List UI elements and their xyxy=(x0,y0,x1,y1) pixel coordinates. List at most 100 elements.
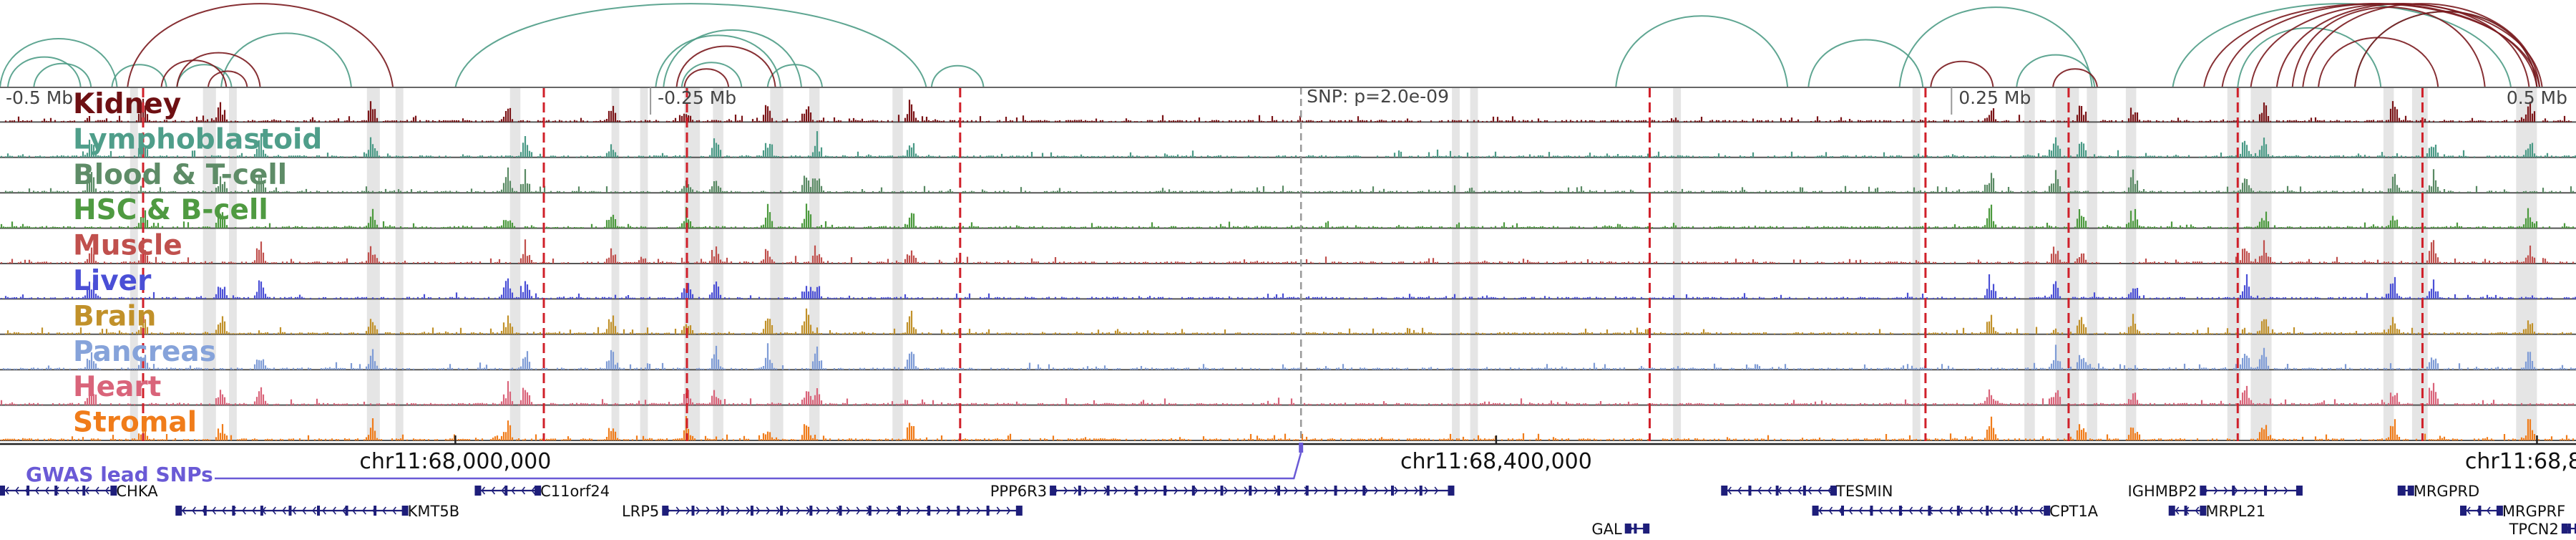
gene-exon xyxy=(691,506,695,516)
green-loop-arc-1 xyxy=(6,56,82,88)
gene-mrpl21: MRPL21 xyxy=(2168,503,2265,520)
green-loop-arc-17 xyxy=(2237,27,2382,88)
green-loop-arc-5 xyxy=(220,32,352,88)
gene-label: LRP5 xyxy=(622,503,659,520)
gene-exon xyxy=(1841,506,1844,516)
gene-exon xyxy=(1775,486,1779,496)
gene-label: TESMIN xyxy=(1835,483,1893,500)
distance-label: -0.25 Mb xyxy=(658,87,736,108)
gene-exon xyxy=(1390,486,1394,496)
gene-exon xyxy=(1870,506,1873,516)
track-blood-t-cell xyxy=(0,167,2576,194)
red-loop-arc-0 xyxy=(127,3,394,88)
gene-exon xyxy=(1802,486,1806,496)
gene-exon xyxy=(1163,486,1167,496)
track-hsc-b-cell xyxy=(0,203,2576,229)
gene-exon xyxy=(82,486,86,496)
gene-exon xyxy=(957,506,960,516)
track-label-liver: Liver xyxy=(73,265,152,297)
track-signal xyxy=(4,98,2572,122)
gene-exon xyxy=(897,506,901,516)
track-kidney xyxy=(0,98,2576,123)
gene-exon xyxy=(0,486,5,496)
green-loop-arc-7 xyxy=(655,34,781,88)
red-loop-arc-15 xyxy=(2353,11,2538,88)
gene-tpcn2: TPCN2 xyxy=(2509,521,2576,538)
gene-exon xyxy=(2496,506,2503,516)
signal-tracks xyxy=(0,98,2576,441)
genomic-axis: chr11:68,000,000 chr11:68,400,000 chr11:68… xyxy=(0,435,2576,474)
gene-exon xyxy=(1721,486,1728,496)
gene-exon xyxy=(1078,486,1081,496)
gene-exon xyxy=(1812,506,1819,516)
green-loop-arc-0 xyxy=(0,38,118,88)
gene-exon xyxy=(2296,486,2303,496)
track-signal xyxy=(0,416,2575,440)
gene-label: CHKA xyxy=(116,483,158,500)
axis-tick-label: chr11:68,400,000 xyxy=(1400,449,1592,474)
gene-exon xyxy=(2044,506,2051,516)
track-label-hsc-b-cell: HSC & B-cell xyxy=(73,194,268,226)
gene-label: GAL xyxy=(1591,521,1622,537)
gene-exon xyxy=(1956,506,1960,516)
gene-gal: GAL xyxy=(1591,521,1650,538)
axis-tick-label: chr11:68,800 xyxy=(2465,449,2576,474)
gene-exon xyxy=(2014,506,2018,516)
gene-exon xyxy=(203,506,207,516)
gene-exon xyxy=(232,506,235,516)
gene-exon xyxy=(927,506,931,516)
red-loop-arc-2 xyxy=(176,52,261,88)
gene-exon xyxy=(2232,486,2235,496)
gwas-snp-marker xyxy=(1299,443,1304,453)
green-loop-arc-2 xyxy=(33,62,92,88)
gene-exon xyxy=(317,506,320,516)
gene-exon xyxy=(535,486,542,496)
gene-exon xyxy=(374,506,377,516)
gene-ighmbp2: IGHMBP2 xyxy=(2128,483,2303,500)
distance-label: 0.5 Mb xyxy=(2507,87,2567,108)
track-label-brain: Brain xyxy=(73,300,156,332)
red-loop-arc-6 xyxy=(1930,60,1994,88)
gene-exon xyxy=(986,506,990,516)
track-signal xyxy=(2,343,2576,370)
track-label-blood-t-cell: Blood & T-cell xyxy=(73,159,287,191)
green-loop-arc-14 xyxy=(1898,6,2093,88)
red-loop-arc-4 xyxy=(675,45,776,88)
gene-exon xyxy=(2397,486,2404,496)
gene-exon xyxy=(110,486,117,496)
track-signal xyxy=(4,167,2575,193)
gene-exon xyxy=(721,506,724,516)
gene-label: IGHMBP2 xyxy=(2128,483,2197,500)
gene-exon xyxy=(1362,486,1366,496)
green-loop-arc-13 xyxy=(1807,39,1924,88)
red-loop-arc-13 xyxy=(2302,3,2541,88)
snp-label: SNP: p=2.0e-09 xyxy=(1307,86,1449,107)
gene-exon xyxy=(839,506,842,516)
green-loop-arc-6 xyxy=(454,3,927,88)
gene-exon xyxy=(2567,524,2571,534)
gene-exon xyxy=(1748,486,1752,496)
track-liver xyxy=(0,274,2576,300)
green-loop-arc-8 xyxy=(663,29,802,88)
gene-exon xyxy=(2561,524,2568,534)
gene-exon xyxy=(474,486,482,496)
track-lymphoblastoid xyxy=(0,131,2576,158)
gene-label: TPCN2 xyxy=(2509,521,2559,537)
track-label-heart: Heart xyxy=(73,371,161,403)
green-loop-arc-9 xyxy=(680,62,743,88)
gene-exon xyxy=(2200,486,2207,496)
gene-exon xyxy=(1928,506,1931,516)
gene-exon xyxy=(1624,524,1631,534)
gene-exon xyxy=(1135,486,1138,496)
green-loop-arc-10 xyxy=(766,64,824,88)
gene-strand-arrows xyxy=(182,506,396,515)
gene-exon xyxy=(504,486,508,496)
gene-tesmin: TESMIN xyxy=(1721,483,1893,500)
gwas-track: GWAS lead SNPs xyxy=(26,443,1304,486)
gene-exon xyxy=(345,506,348,516)
gene-exon xyxy=(2168,506,2175,516)
green-loop-arc-12 xyxy=(1615,15,1789,88)
gene-exon xyxy=(2407,486,2414,496)
